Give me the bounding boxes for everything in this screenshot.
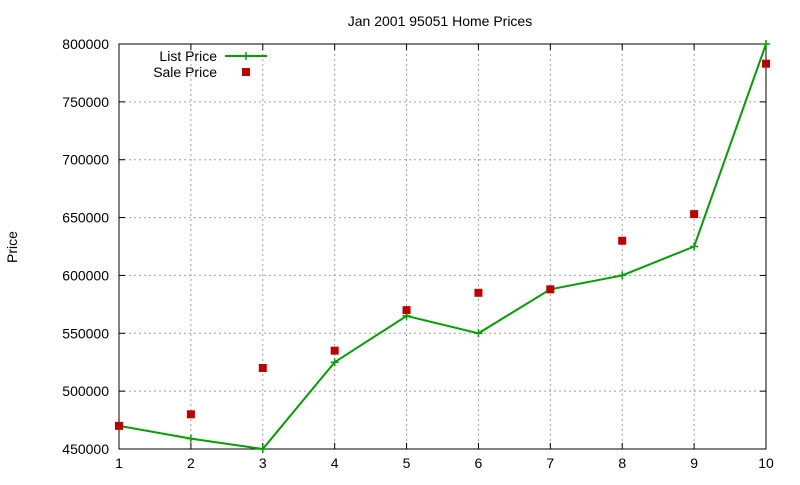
x-tick-label: 5	[403, 455, 411, 471]
y-tick-label: 500000	[62, 383, 109, 399]
y-tick-label: 750000	[62, 94, 109, 110]
list-price-point	[762, 40, 770, 48]
sale-price-point	[258, 364, 267, 372]
x-tick-label: 4	[331, 455, 339, 471]
y-tick-label: 700000	[62, 152, 109, 168]
series	[115, 40, 770, 453]
sale-price-point	[115, 421, 123, 430]
sale-price-point	[618, 236, 627, 245]
x-tick-label: 7	[546, 455, 554, 471]
list-price-point	[258, 445, 267, 453]
y-tick-label: 650000	[62, 210, 109, 226]
legend-label-sale-price: Sale Price	[153, 64, 217, 80]
list-price-point	[618, 271, 627, 280]
x-tick-label: 3	[259, 455, 267, 471]
y-axis-label: Price	[4, 231, 20, 263]
x-tick-label: 10	[758, 455, 774, 471]
x-tick-label: 1	[115, 455, 123, 471]
chart-title: Jan 2001 95051 Home Prices	[348, 13, 532, 29]
x-tick-label: 6	[475, 455, 483, 471]
list-price-point	[474, 329, 483, 338]
y-tick-label: 600000	[62, 267, 109, 283]
sale-price-point	[546, 285, 555, 294]
list-price-point	[330, 358, 339, 367]
y-tick-label: 800000	[62, 36, 109, 52]
x-tick-label: 2	[187, 455, 195, 471]
y-tick-label: 550000	[62, 325, 109, 341]
legend-marker-list-price	[242, 52, 250, 60]
x-tick-label: 9	[690, 455, 698, 471]
sale-price-point	[474, 288, 483, 297]
list-price-line	[118, 43, 767, 451]
legend-swatch-sale-price	[242, 68, 250, 76]
legend-label-list-price: List Price	[159, 48, 217, 64]
sale-price-point	[690, 210, 699, 219]
sale-price-point	[186, 410, 195, 419]
x-tick-label: 8	[618, 455, 626, 471]
tick-labels: 1 2 3 4 5 6 7 8 9 10 450000 500000 550000 600000 65000…	[62, 36, 774, 471]
list-price-point	[186, 434, 195, 443]
grid	[119, 44, 766, 449]
axes	[118, 43, 767, 450]
sale-price-point	[762, 59, 770, 68]
y-tick-label: 450000	[62, 441, 109, 457]
list-price-point	[690, 242, 699, 251]
sale-price-point	[402, 306, 411, 315]
plot-border	[118, 43, 767, 450]
sale-price-point	[330, 346, 339, 355]
